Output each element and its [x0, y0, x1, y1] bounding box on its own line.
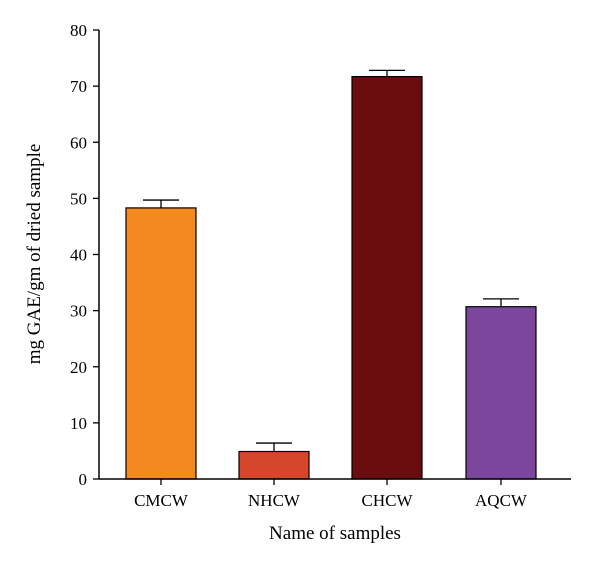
x-ticks-layer: CMCW NHCW CHCW AQCW	[134, 479, 528, 510]
y-tick-label: 10	[70, 414, 87, 433]
x-tick-label-nhcw: NHCW	[248, 491, 301, 510]
y-tick-label: 30	[70, 302, 87, 321]
x-axis-title: Name of samples	[269, 523, 401, 544]
bar-nhcw	[238, 450, 310, 480]
y-tick-label: 40	[70, 246, 87, 265]
y-tick-label: 60	[70, 133, 87, 152]
bars-layer	[125, 75, 537, 480]
bar-cmcw	[125, 207, 197, 480]
y-tick-label: 70	[70, 77, 87, 96]
bar-chcw	[351, 75, 423, 480]
x-tick-label-chcw: CHCW	[362, 491, 414, 510]
y-tick-label: 80	[70, 21, 87, 40]
x-tick-label-cmcw: CMCW	[134, 491, 189, 510]
y-tick-label: 20	[70, 358, 87, 377]
y-axis-title: mg GAE/gm of dried sample	[24, 144, 45, 365]
y-ticks-layer: 0 10 20 30 40 50 60 70 80	[70, 21, 99, 489]
y-tick-label: 50	[70, 189, 87, 208]
bar-aqcw	[465, 306, 537, 480]
x-tick-label-aqcw: AQCW	[475, 491, 528, 510]
error-bars-layer	[143, 69, 519, 452]
y-tick-label: 0	[79, 470, 88, 489]
